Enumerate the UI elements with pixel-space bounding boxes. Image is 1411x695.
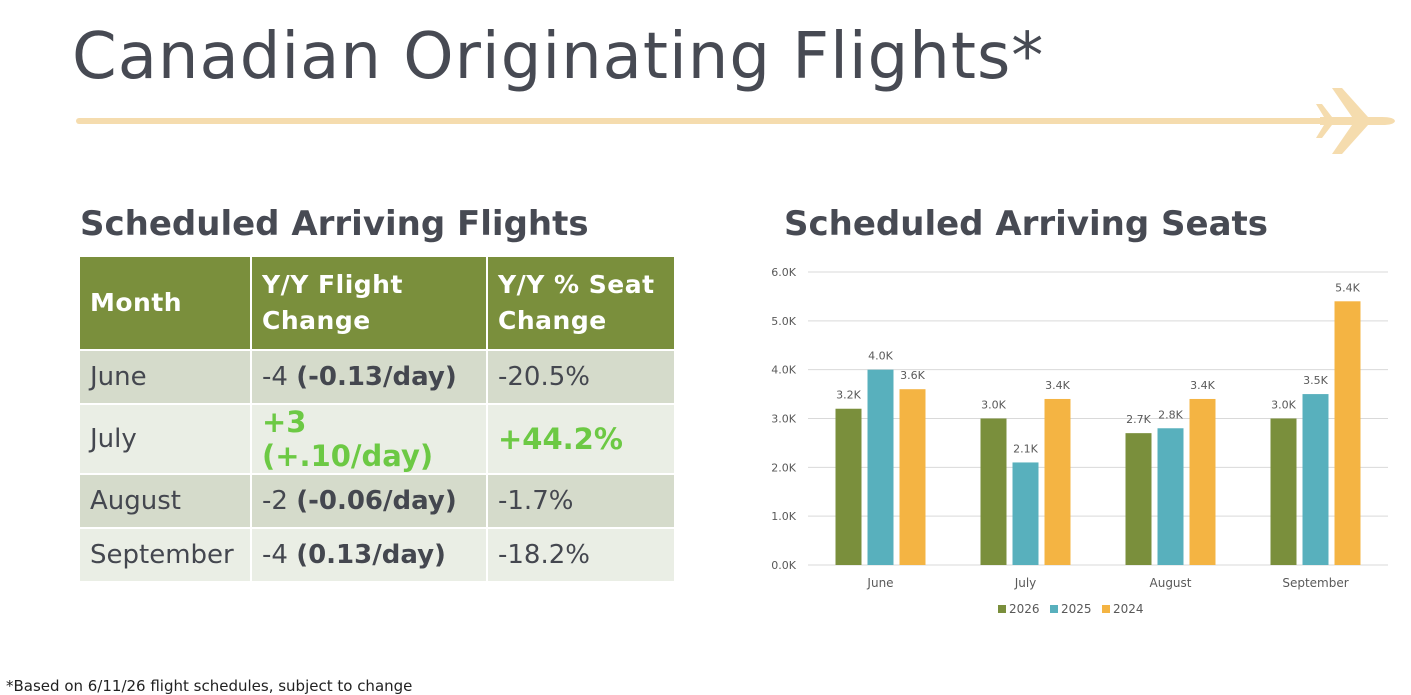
flights-table-title: Scheduled Arriving Flights: [80, 204, 589, 244]
bar: [835, 408, 862, 565]
seats-chart-title: Scheduled Arriving Seats: [784, 204, 1269, 244]
page-title: Canadian Originating Flights*: [72, 20, 1045, 94]
x-tick-label: July: [1014, 576, 1037, 590]
data-label: 2.8K: [1158, 408, 1183, 421]
bar: [1044, 398, 1071, 565]
flight-change-value: -4: [262, 362, 288, 392]
data-label: 5.4K: [1335, 281, 1360, 294]
airplane-icon: [1316, 88, 1395, 154]
table-row: July +3 (+.10/day) +44.2%: [78, 403, 676, 475]
flight-change-per-day: (+.10/day): [262, 439, 434, 473]
flight-change-cell: -2 (-0.06/day): [250, 473, 488, 529]
month-cell: June: [78, 349, 252, 405]
month-cell: September: [78, 527, 252, 583]
seat-change-cell: -18.2%: [486, 527, 676, 583]
seat-change-cell: -20.5%: [486, 349, 676, 405]
seats-bar-chart: 0.0K 1.0K 2.0K 3.0K 4.0K 5.0K 6.0K 3.2K 4.0K 3.6K…: [771, 266, 1388, 616]
data-label: 2.1K: [1013, 442, 1038, 455]
header-flight-change: Y/Y Flight Change: [250, 255, 488, 351]
bar: [1334, 301, 1361, 565]
data-label: 3.0K: [981, 399, 1006, 412]
legend-swatch: [998, 605, 1006, 613]
x-tick-label: August: [1150, 576, 1192, 590]
bar: [1157, 428, 1184, 565]
bar: [980, 418, 1007, 565]
bar: [1189, 398, 1216, 565]
bar: [1302, 394, 1329, 565]
table-header-row: Month Y/Y Flight Change Y/Y % Seat Chang…: [78, 255, 676, 351]
x-tick-label: September: [1282, 576, 1348, 590]
seat-change-cell: -1.7%: [486, 473, 676, 529]
legend-swatch: [1050, 605, 1058, 613]
flight-change-per-day: (0.13/day): [296, 540, 446, 570]
flights-table: Month Y/Y Flight Change Y/Y % Seat Chang…: [78, 255, 676, 583]
y-tick-label: 5.0K: [771, 315, 796, 328]
data-label: 3.0K: [1271, 399, 1296, 412]
flight-change-cell: +3 (+.10/day): [250, 403, 488, 475]
header-month: Month: [78, 255, 252, 351]
y-tick-label: 0.0K: [771, 559, 796, 572]
x-tick-label: June: [866, 576, 893, 590]
bar: [867, 369, 894, 565]
bar: [899, 389, 926, 565]
seat-change-value: +44.2%: [498, 422, 623, 456]
legend-label: 2024: [1113, 602, 1144, 616]
month-cell: July: [78, 403, 252, 475]
table-row: September -4 (0.13/day) -18.2%: [78, 527, 676, 583]
y-tick-label: 1.0K: [771, 510, 796, 523]
bar: [1012, 462, 1039, 565]
flight-change-value: -4: [262, 540, 288, 570]
data-label: 3.2K: [836, 389, 861, 402]
data-label: 3.4K: [1190, 379, 1215, 392]
legend-swatch: [1102, 605, 1110, 613]
y-tick-label: 4.0K: [771, 364, 796, 377]
table-row: August -2 (-0.06/day) -1.7%: [78, 473, 676, 529]
y-tick-label: 3.0K: [771, 413, 796, 426]
flight-change-cell: -4 (0.13/day): [250, 527, 488, 583]
title-underline: [76, 118, 1326, 124]
data-label: 3.4K: [1045, 379, 1070, 392]
flight-change-cell: -4 (-0.13/day): [250, 349, 488, 405]
footnote: *Based on 6/11/26 flight schedules, subj…: [6, 677, 413, 695]
flight-change-per-day: (-0.13/day): [296, 362, 457, 392]
flight-change-value: -2: [262, 486, 288, 516]
flight-change-value: +3: [262, 405, 307, 439]
data-label: 4.0K: [868, 350, 893, 363]
flight-change-per-day: (-0.06/day): [296, 486, 457, 516]
month-cell: August: [78, 473, 252, 529]
bar: [1270, 418, 1297, 565]
data-label: 3.6K: [900, 369, 925, 382]
header-seat-change: Y/Y % Seat Change: [486, 255, 676, 351]
legend-label: 2025: [1061, 602, 1092, 616]
y-tick-label: 6.0K: [771, 266, 796, 279]
data-label: 2.7K: [1126, 413, 1151, 426]
seat-change-cell: +44.2%: [486, 403, 676, 475]
table-row: June -4 (-0.13/day) -20.5%: [78, 349, 676, 405]
data-label: 3.5K: [1303, 374, 1328, 387]
y-tick-label: 2.0K: [771, 461, 796, 474]
legend-label: 2026: [1009, 602, 1040, 616]
bar: [1125, 433, 1152, 565]
